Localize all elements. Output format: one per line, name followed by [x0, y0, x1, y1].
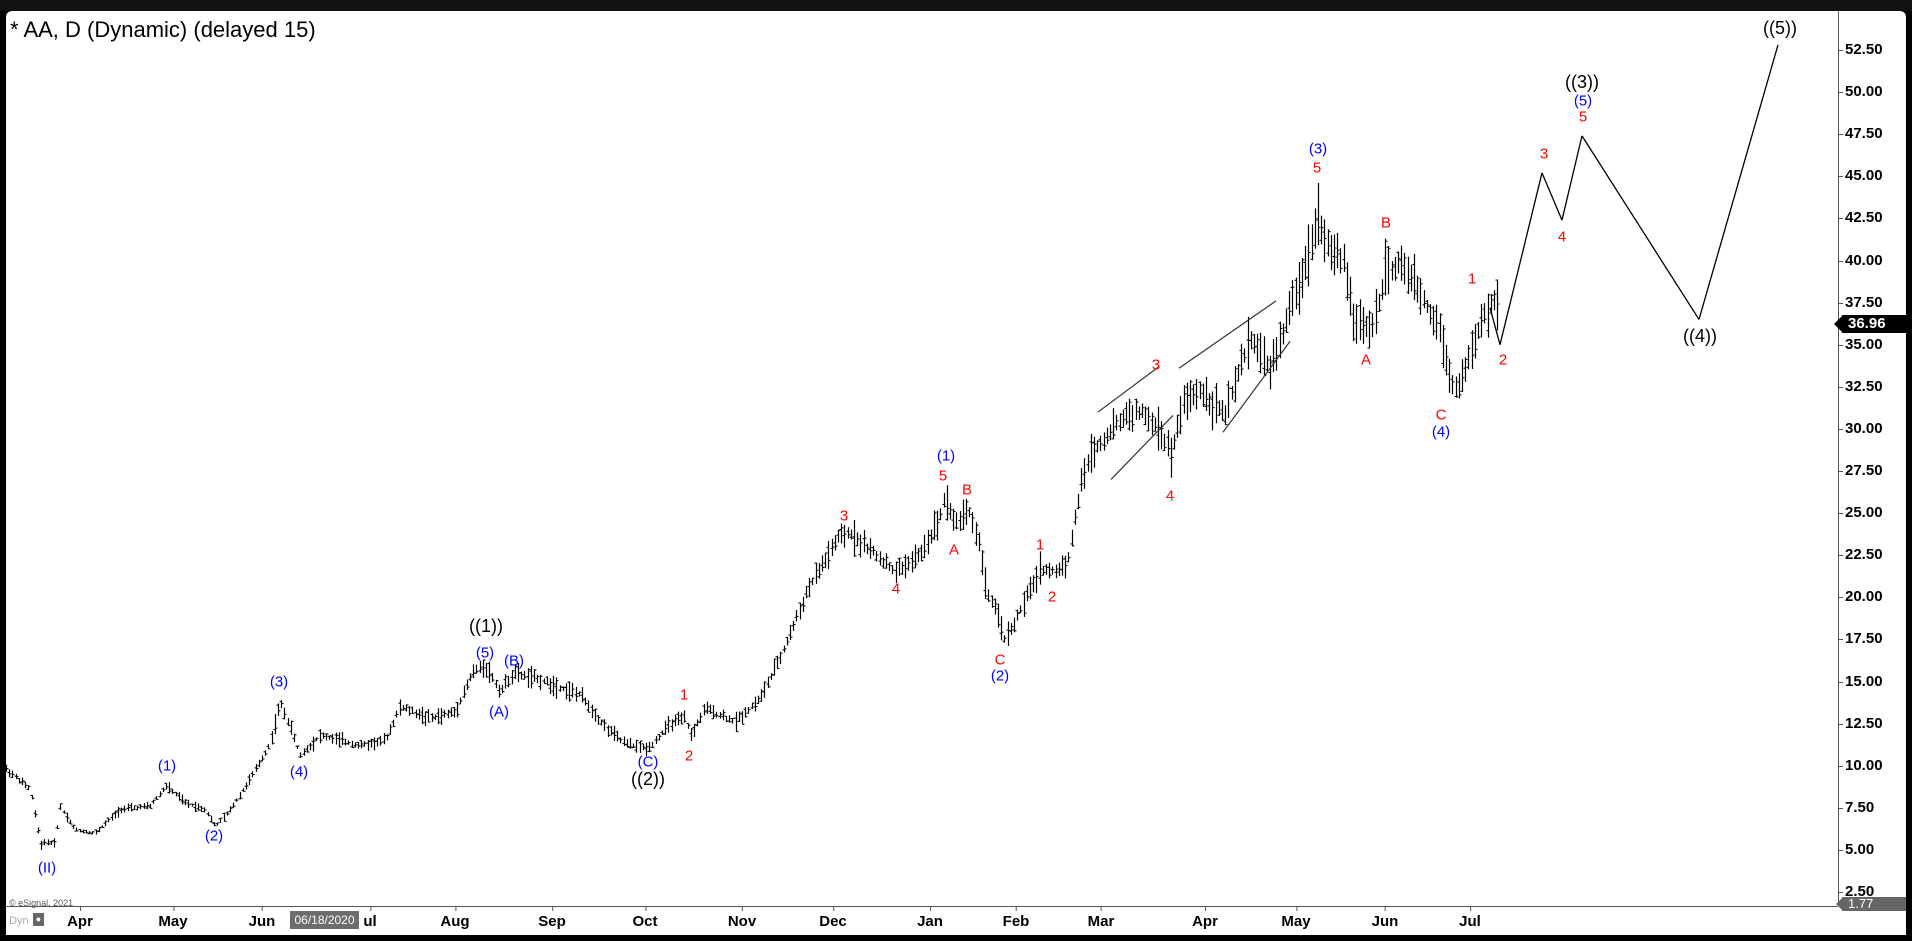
month-label: Mar: [1087, 907, 1115, 930]
projection-line: [1499, 172, 1543, 345]
wave-label: 5: [1578, 108, 1588, 126]
chart-title: * AA, D (Dynamic) (delayed 15): [10, 17, 316, 42]
price-tick: 17.50: [1839, 630, 1883, 647]
wave-label: 4: [1557, 228, 1567, 246]
projection-line: [1541, 172, 1563, 221]
wave-label: ((2)): [631, 769, 665, 790]
wave-label: A: [1360, 351, 1372, 369]
price-tick: 37.50: [1839, 294, 1883, 311]
wave-label: ((1)): [469, 615, 503, 636]
wave-label: (II): [37, 859, 57, 877]
wave-label: 5: [938, 467, 948, 485]
month-label: Jan: [917, 907, 943, 930]
dynamic-mode-label[interactable]: Dyn: [9, 915, 29, 927]
price-tick: 40.00: [1839, 252, 1883, 269]
wave-label: B: [1380, 214, 1392, 232]
projection-line: [1489, 307, 1501, 345]
month-label: Nov: [727, 907, 757, 930]
month-label: Sep: [538, 907, 566, 930]
price-tick: 35.00: [1839, 336, 1883, 353]
wave-label: 2: [1047, 588, 1057, 606]
wedge-trendline: [1178, 300, 1277, 369]
month-label: May: [158, 907, 188, 930]
wave-label: (5): [475, 644, 495, 662]
projection-line: [1698, 44, 1779, 320]
time-axis[interactable]: Apr May Jun ul Aug Sep Oct Nov Dec Jan Feb Mar Apr Ma…: [6, 906, 1838, 935]
wave-label: ((5)): [1763, 18, 1797, 39]
wave-label: (4): [289, 763, 309, 781]
price-tick: 12.50: [1839, 715, 1883, 732]
wave-label: (2): [990, 667, 1010, 685]
wave-label: (4): [1431, 423, 1451, 441]
month-label: Jun: [248, 907, 276, 930]
wave-label: B: [961, 481, 973, 499]
price-tick: 50.00: [1839, 83, 1883, 100]
wave-label: A: [948, 541, 960, 559]
wedge-trendline: [1097, 366, 1160, 413]
wave-label: (3): [269, 673, 289, 690]
wave-label: 5: [1312, 159, 1322, 177]
price-tick: 47.50: [1839, 125, 1883, 142]
wave-label: ((3)): [1565, 71, 1599, 92]
month-label: Aug: [440, 907, 470, 930]
wave-label: (1): [157, 757, 177, 775]
month-label: Oct: [632, 907, 658, 930]
window-top-border: [0, 0, 1912, 11]
chart-window: (II) (1) (2) (3) (4) ((1)) (5) (B) (A) (C) ((2)) 1 2…: [6, 11, 1906, 935]
price-tick: 5.00: [1839, 841, 1874, 858]
wave-label: 1: [1467, 270, 1477, 288]
month-label: Dec: [819, 907, 847, 930]
wave-label: (A): [489, 703, 509, 721]
price-tick: 52.50: [1839, 41, 1883, 58]
wave-label: C: [1435, 406, 1447, 424]
wave-label: 4: [1165, 487, 1175, 505]
month-label: Jul: [1459, 907, 1481, 930]
price-tick: 27.50: [1839, 462, 1883, 479]
wave-label: 4: [891, 580, 901, 598]
month-label: ul: [363, 907, 377, 930]
price-tick: 42.50: [1839, 209, 1883, 226]
wave-label: (B): [504, 652, 524, 670]
copyright-text: © eSignal, 2021: [9, 898, 74, 908]
wave-label: 2: [684, 747, 694, 765]
month-label: May: [1281, 907, 1311, 930]
wave-label: 1: [1035, 536, 1045, 554]
lock-icon[interactable]: ●: [33, 913, 44, 926]
wedge-trendline: [1110, 415, 1174, 480]
wave-label: (2): [204, 827, 224, 845]
wave-label: 1: [679, 686, 689, 704]
wave-label: (C): [637, 753, 659, 771]
price-tick: 45.00: [1839, 167, 1883, 184]
wave-label: (5): [1573, 92, 1593, 110]
price-tick: 10.00: [1839, 757, 1883, 774]
wave-label: 2: [1498, 351, 1508, 369]
month-label: Feb: [1002, 907, 1030, 930]
price-tick: 22.50: [1839, 546, 1883, 563]
wedge-trendline: [1222, 340, 1291, 433]
price-chart-plot[interactable]: [6, 11, 1838, 906]
price-tick: 2.50: [1839, 883, 1874, 900]
lower-value-marker: 1.77: [1836, 897, 1906, 911]
projection-line: [1581, 135, 1700, 320]
price-tick: 25.00: [1839, 504, 1883, 521]
price-axis[interactable]: 52.50 50.00 47.50 45.00 42.50 40.00 37.50 35.00…: [1838, 11, 1906, 906]
price-tick: 20.00: [1839, 588, 1883, 605]
projection-line: [1561, 135, 1583, 221]
price-tick: 7.50: [1839, 799, 1874, 816]
month-label: Apr: [67, 907, 93, 930]
wave-label: 3: [839, 507, 849, 525]
wave-label: (1): [936, 447, 956, 465]
month-label: Jun: [1371, 907, 1399, 930]
last-price-marker: 36.96: [1834, 315, 1906, 333]
price-tick: 15.00: [1839, 673, 1883, 690]
cursor-date-label: 06/18/2020: [290, 911, 359, 929]
wave-label: C: [994, 651, 1006, 669]
wave-label: 3: [1151, 356, 1161, 374]
price-tick: 30.00: [1839, 420, 1883, 437]
wave-label: 3: [1539, 145, 1549, 163]
price-tick: 32.50: [1839, 378, 1883, 395]
wave-label: (3): [1308, 140, 1328, 158]
wave-label: ((4)): [1683, 326, 1717, 347]
month-label: Apr: [1192, 907, 1218, 930]
